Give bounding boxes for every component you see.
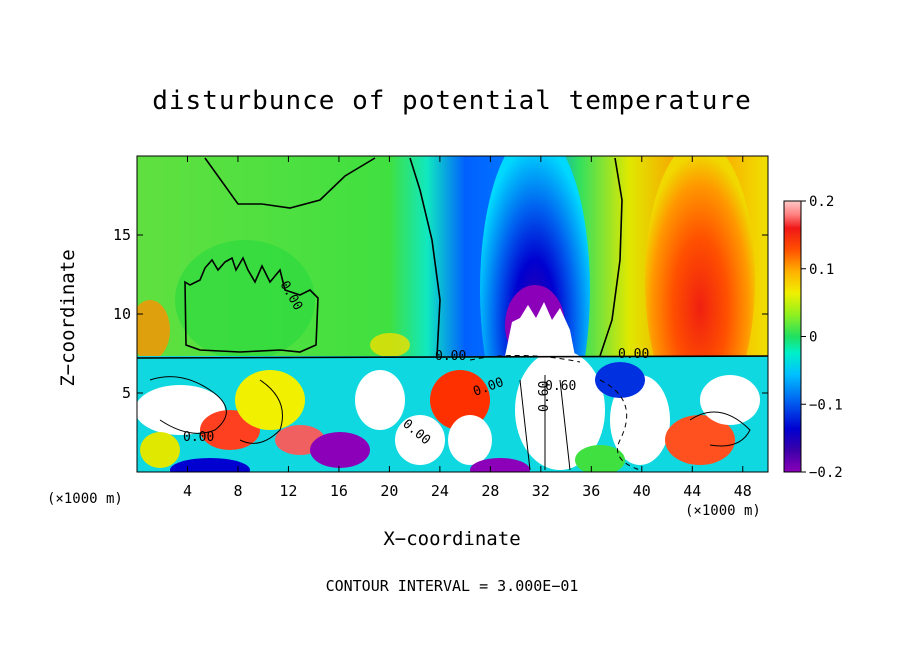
x-axis-label: X−coordinate — [383, 528, 521, 550]
x-tick-label: 44 — [683, 482, 701, 500]
x-tick-label: 16 — [330, 482, 348, 500]
y-axis: 5 10 15 — [113, 226, 768, 402]
x-tick-label: 4 — [183, 482, 192, 500]
warm-anomaly — [645, 156, 755, 420]
warm-edge — [137, 300, 170, 360]
x-tick-label: 12 — [279, 482, 297, 500]
colorbar-tick-label: 0.1 — [809, 262, 834, 278]
colorbar-tick-label: 0 — [809, 330, 817, 346]
colorbar-tick-label: 0.2 — [809, 194, 834, 210]
y-tick-label: 15 — [113, 226, 131, 244]
x-tick-label: 20 — [380, 482, 398, 500]
contour-label: 0.60 — [545, 379, 576, 394]
x-tick-label: 8 — [233, 482, 242, 500]
contour-label: 0.00 — [618, 347, 649, 362]
colorbar-axis: 0.2 0.1 0 −0.1 −0.2 — [801, 194, 843, 481]
contour-label: 0.00 — [183, 430, 214, 445]
x-axis: 4 8 12 16 20 24 28 32 36 40 44 48 — [183, 156, 752, 500]
contour-label: 0.00 — [435, 349, 466, 364]
x-tick-label: 32 — [532, 482, 550, 500]
x-tick-label: 36 — [582, 482, 600, 500]
colorbar — [783, 200, 802, 473]
plot-field: 0.00 0.00 0.00 0.00 0.00 0.00 0.60 0.60 — [137, 156, 768, 472]
y-tick-label: 10 — [113, 305, 131, 323]
x-tick-label: 40 — [633, 482, 651, 500]
lower-contours — [149, 354, 751, 471]
x-tick-label: 24 — [431, 482, 449, 500]
x-tick-label: 28 — [481, 482, 499, 500]
contour-label: 0.60 — [537, 381, 552, 412]
lower-patches — [137, 350, 760, 472]
zero-contours — [137, 157, 768, 359]
x-unit-label-left: (×1000 m) — [47, 491, 123, 507]
white-cap — [505, 302, 575, 356]
y-tick-label: 5 — [122, 384, 131, 402]
x-unit-label-right: (×1000 m) — [685, 503, 761, 519]
contour-interval-note: CONTOUR INTERVAL = 3.000E−01 — [325, 577, 579, 595]
yellow-blob — [370, 333, 410, 357]
colorbar-tick-label: −0.2 — [809, 465, 843, 481]
x-tick-label: 48 — [734, 482, 752, 500]
chart-title: disturbunce of potential temperature — [152, 86, 752, 116]
colorbar-tick-label: −0.1 — [809, 397, 843, 413]
